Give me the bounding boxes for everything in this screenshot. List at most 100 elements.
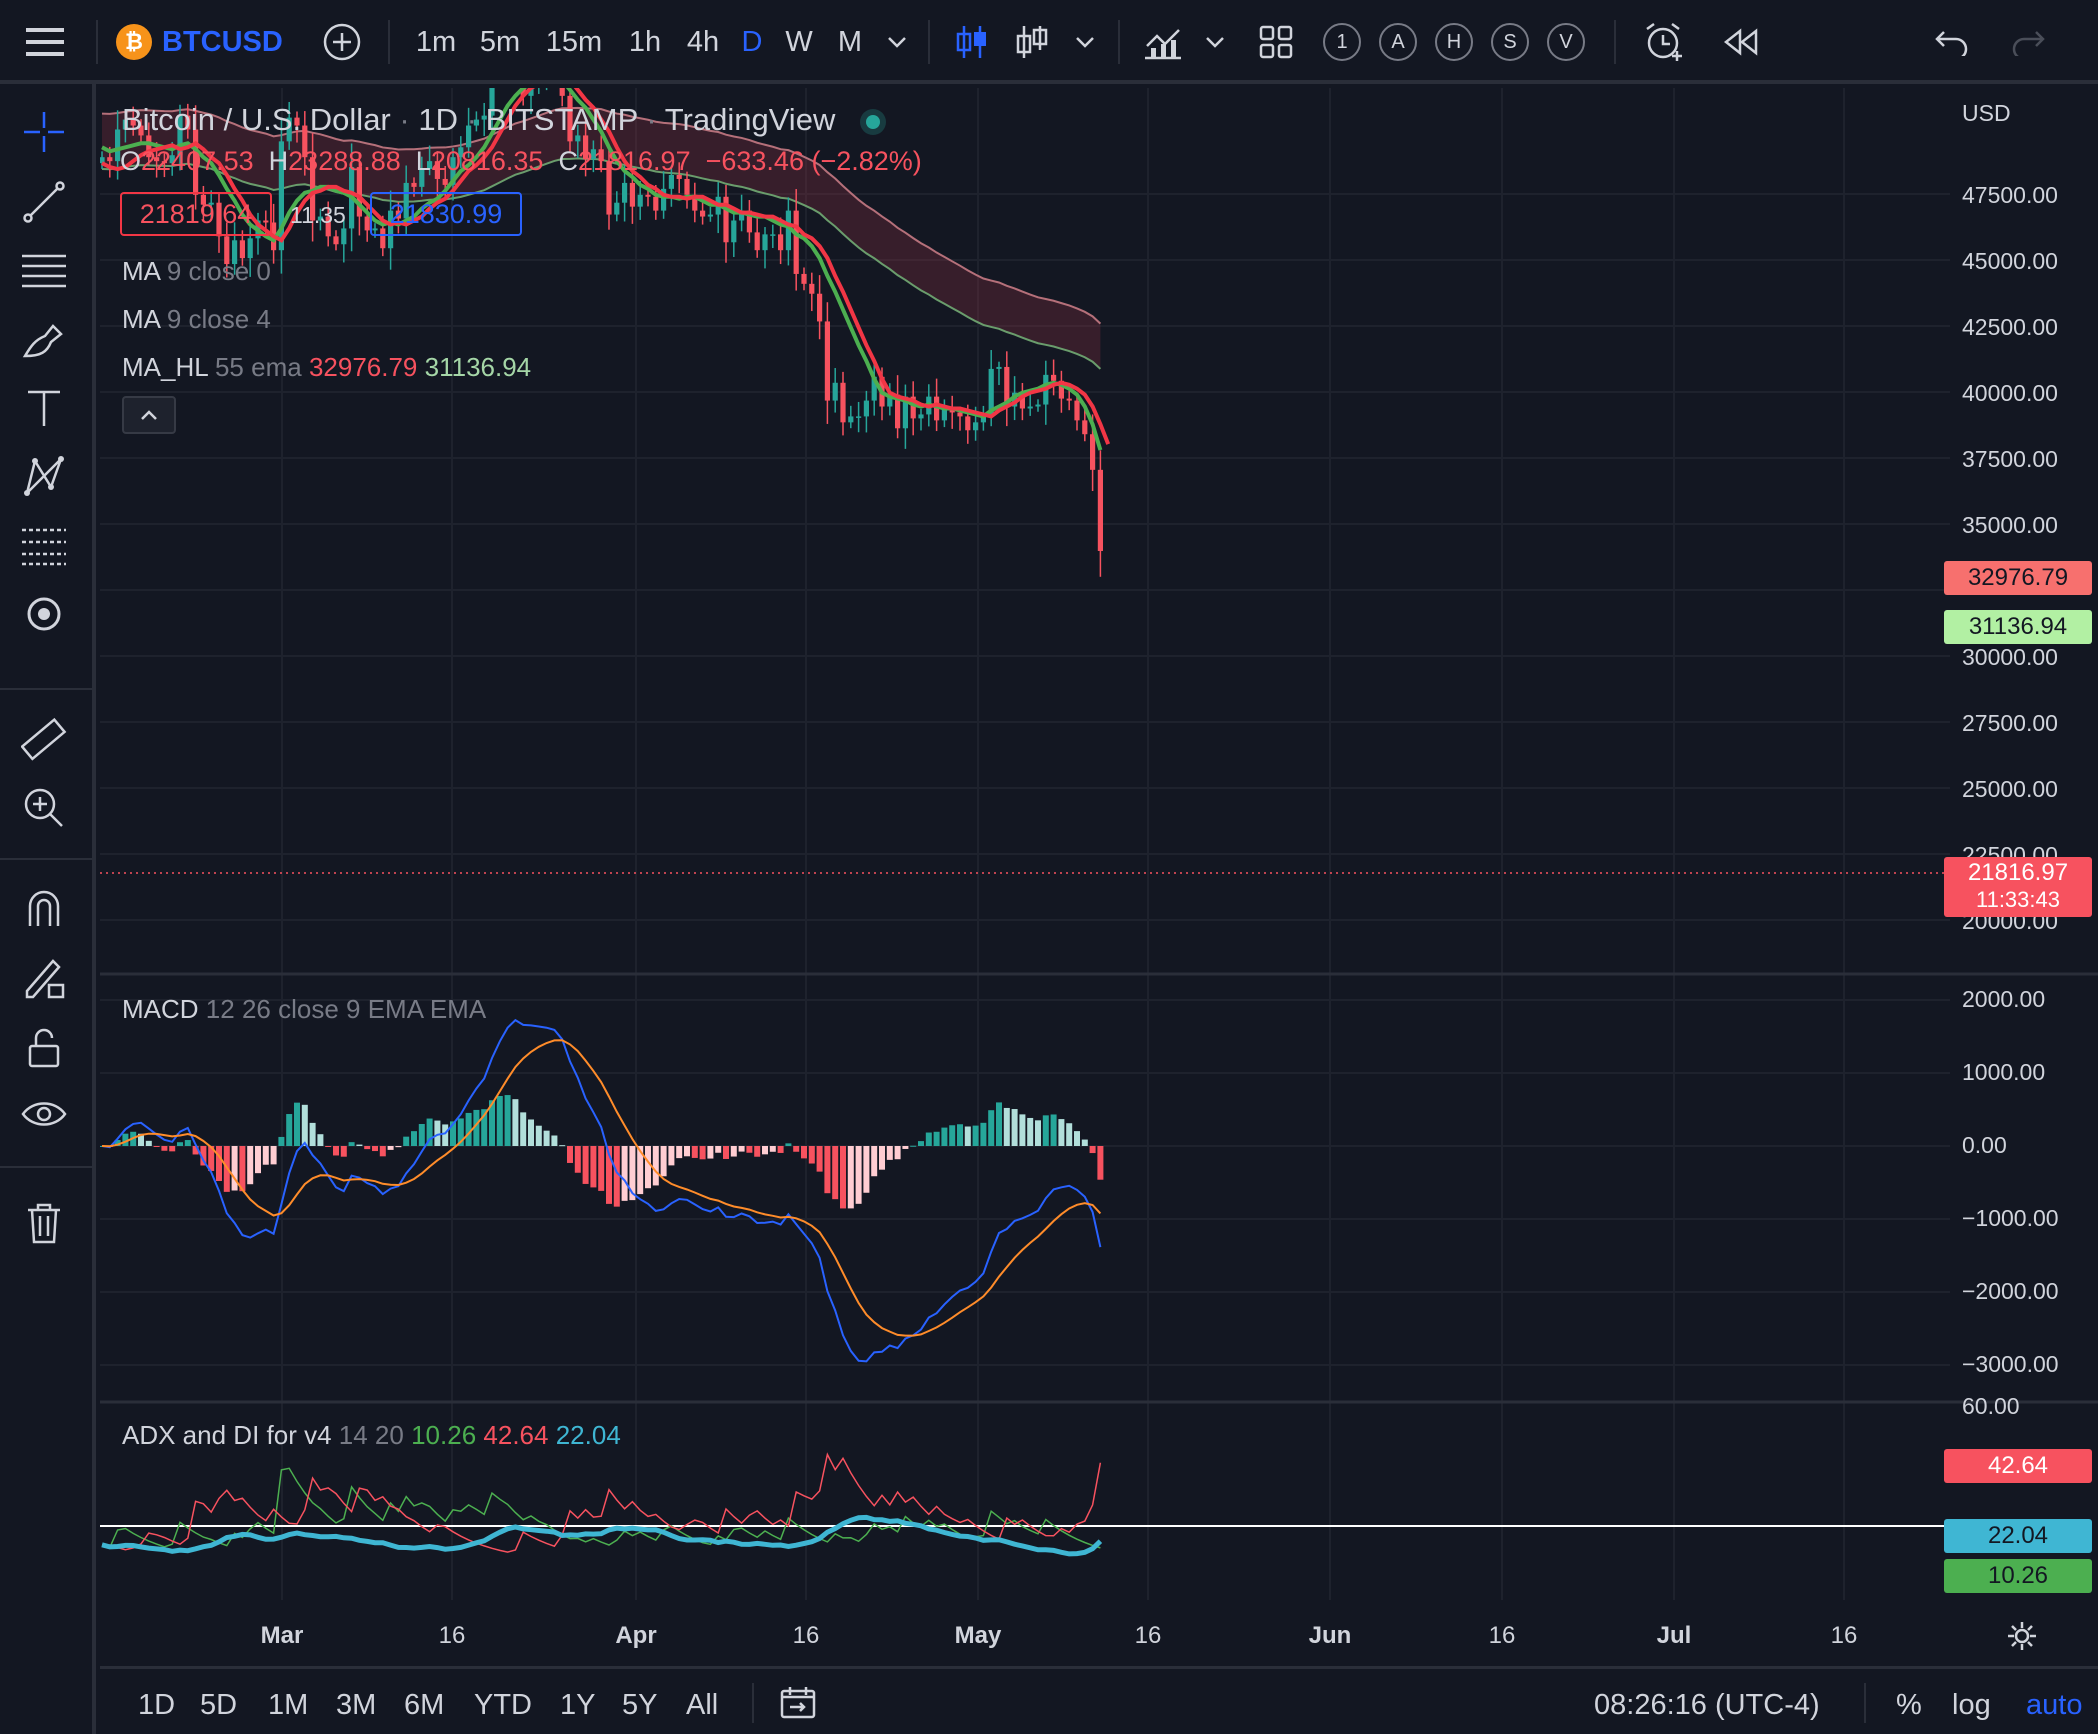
range-1m[interactable]: 1M xyxy=(268,1689,309,1721)
ma-legend-1[interactable]: MA 9 close 0 xyxy=(122,256,271,286)
menu-icon[interactable] xyxy=(18,18,74,66)
target-icon[interactable] xyxy=(16,586,72,642)
candle-body xyxy=(185,115,191,130)
range-5y[interactable]: 5Y xyxy=(622,1689,658,1721)
range-3m[interactable]: 3M xyxy=(336,1689,377,1721)
redo-icon[interactable] xyxy=(2004,18,2052,66)
candle-body xyxy=(700,210,706,217)
macd-histogram-bar xyxy=(746,1146,753,1153)
range-1y[interactable]: 1Y xyxy=(560,1689,596,1721)
macd-histogram-bar xyxy=(754,1146,761,1157)
candle-body xyxy=(1090,434,1096,470)
candles-icon[interactable] xyxy=(950,18,994,66)
text-tool-icon[interactable] xyxy=(16,380,72,436)
undo-icon[interactable] xyxy=(1928,18,1976,66)
interval-1m[interactable]: 1m xyxy=(415,25,457,58)
macd-histogram-bar xyxy=(871,1146,878,1177)
indicators-icon[interactable] xyxy=(1138,18,1188,66)
drawing-toolbar xyxy=(0,84,96,1734)
candle-body xyxy=(676,174,682,179)
macd-histogram-bar xyxy=(317,1134,324,1146)
compare-symbol-button[interactable] xyxy=(318,18,366,66)
sell-price-button[interactable]: 21819.64 xyxy=(120,192,272,236)
replay-icon[interactable] xyxy=(1716,18,1764,66)
go-to-date-icon[interactable] xyxy=(780,1685,816,1727)
interval-monthly[interactable]: M xyxy=(837,25,863,58)
ma-legend-2[interactable]: MA 9 close 4 xyxy=(122,304,271,334)
interval-daily[interactable]: D xyxy=(741,25,763,58)
bars-style-icon[interactable] xyxy=(1010,18,1054,66)
indicators-chevron-icon[interactable] xyxy=(1200,18,1230,66)
pattern-icon[interactable] xyxy=(16,448,72,504)
range-1d[interactable]: 1D xyxy=(138,1689,176,1721)
ma-hl-legend[interactable]: MA_HL 55 ema 32976.79 31136.94 xyxy=(122,352,532,382)
chart-type-chevron-icon[interactable] xyxy=(1070,18,1100,66)
trash-icon[interactable] xyxy=(16,1196,72,1252)
adx-legend[interactable]: ADX and DI for v4 14 20 10.26 42.64 22.0… xyxy=(122,1420,621,1450)
time-axis-label: 16 xyxy=(1134,1622,1162,1649)
zoom-in-icon[interactable] xyxy=(16,780,72,836)
macd-histogram-bar xyxy=(231,1146,238,1191)
macd-histogram-bar xyxy=(707,1146,714,1159)
macd-histogram-bar xyxy=(715,1146,722,1153)
crosshair-icon[interactable] xyxy=(16,104,72,160)
candle-body xyxy=(778,234,784,251)
indicator-1-button[interactable]: 1 xyxy=(1320,18,1364,66)
range-all[interactable]: All xyxy=(686,1689,719,1721)
chart-canvas[interactable] xyxy=(100,88,2098,1650)
interval-weekly[interactable]: W xyxy=(785,25,813,58)
symbol-search-button[interactable]: ₿ BTCUSD xyxy=(116,18,296,66)
interval-15m[interactable]: 15m xyxy=(545,25,603,58)
di-plus-tag: 10.26 xyxy=(1944,1559,2092,1593)
chevron-down-icon[interactable] xyxy=(882,18,912,66)
interval-1h[interactable]: 1h xyxy=(628,25,662,58)
price-axis-label: 37500.00 xyxy=(1962,446,2058,472)
interval-5m[interactable]: 5m xyxy=(479,25,521,58)
buy-price-button[interactable]: 21830.99 xyxy=(370,192,522,236)
macd-histogram-bar xyxy=(902,1146,909,1149)
fib-retracement-icon[interactable] xyxy=(16,244,72,300)
macd-histogram-bar xyxy=(153,1146,160,1147)
macd-histogram-bar xyxy=(442,1124,449,1146)
range-ytd[interactable]: YTD xyxy=(474,1689,532,1721)
prediction-icon[interactable] xyxy=(16,518,72,574)
layout-grid-icon[interactable] xyxy=(1256,18,1296,66)
candle-body xyxy=(458,147,464,158)
interval-4h[interactable]: 4h xyxy=(686,25,720,58)
percent-scale-toggle[interactable]: % xyxy=(1896,1689,1922,1721)
brush-icon[interactable] xyxy=(16,312,72,368)
indicator-h-button[interactable]: H xyxy=(1432,18,1476,66)
macd-histogram-bar xyxy=(840,1146,846,1209)
chart-settings-gear-icon[interactable] xyxy=(2006,1620,2038,1657)
alarm-clock-icon[interactable] xyxy=(1640,18,1688,66)
adx-axis-label: 60.00 xyxy=(1962,1393,2020,1419)
macd-histogram-bar xyxy=(255,1146,261,1174)
macd-histogram-bar xyxy=(660,1146,667,1177)
price-axis-label: 45000.00 xyxy=(1962,248,2058,274)
auto-scale-toggle[interactable]: auto xyxy=(2026,1689,2083,1721)
candle-body xyxy=(1074,400,1080,421)
lock-drawings-pencil-icon[interactable] xyxy=(16,950,72,1006)
macd-histogram-bar xyxy=(262,1146,269,1165)
clock-timezone[interactable]: 08:26:16 (UTC-4) xyxy=(1594,1689,1820,1721)
candle-body xyxy=(177,115,183,156)
indicator-s-button[interactable]: S xyxy=(1488,18,1532,66)
eye-icon[interactable] xyxy=(16,1088,72,1144)
collapse-legend-button[interactable] xyxy=(122,396,176,434)
ruler-icon[interactable] xyxy=(16,712,72,768)
macd-legend[interactable]: MACD 12 26 close 9 EMA EMA xyxy=(122,994,487,1024)
candle-body xyxy=(887,394,893,407)
price-axis-label: 40000.00 xyxy=(1962,380,2058,406)
indicator-v-button[interactable]: V xyxy=(1544,18,1588,66)
macd-histogram-bar xyxy=(348,1142,355,1146)
range-5d[interactable]: 5D xyxy=(200,1689,238,1721)
currency-label[interactable]: USD xyxy=(1962,100,2011,126)
unlock-icon[interactable] xyxy=(16,1020,72,1076)
macd-histogram-bar xyxy=(1019,1114,1026,1146)
indicator-a-button[interactable]: A xyxy=(1376,18,1420,66)
log-scale-toggle[interactable]: log xyxy=(1952,1689,1991,1721)
magnet-icon[interactable] xyxy=(16,880,72,936)
trend-line-icon[interactable] xyxy=(16,174,72,230)
macd-histogram-bar xyxy=(309,1122,316,1146)
range-6m[interactable]: 6M xyxy=(404,1689,445,1721)
